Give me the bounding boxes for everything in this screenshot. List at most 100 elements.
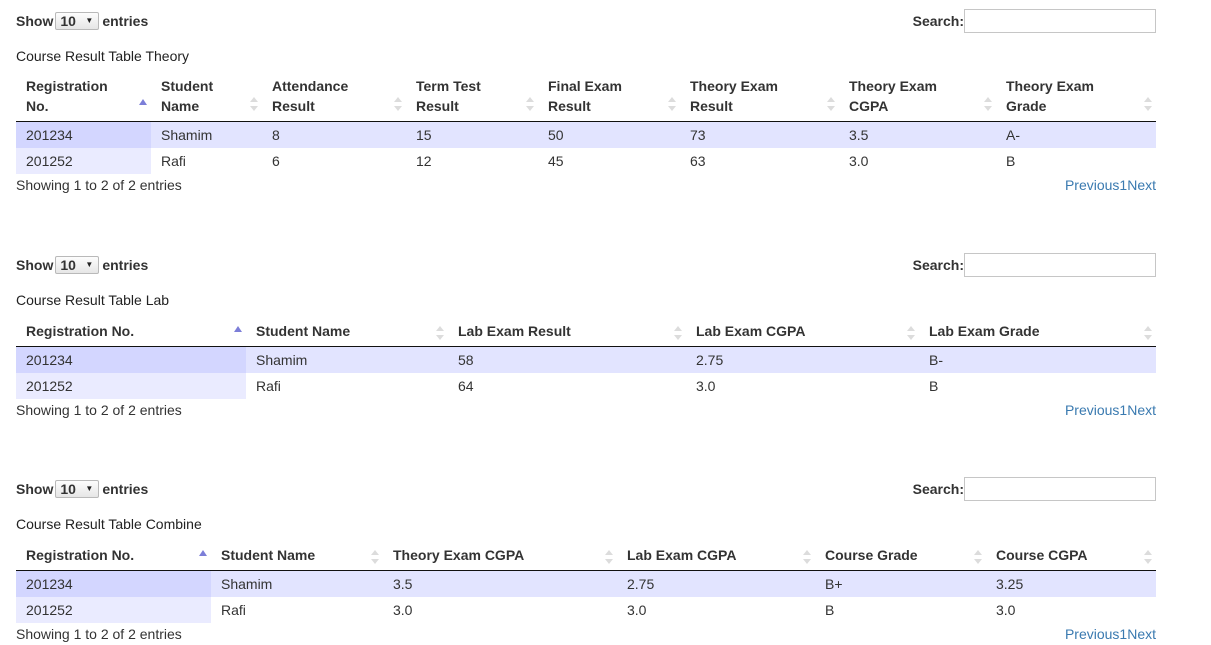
lab-col-student-name[interactable]: Student Name bbox=[246, 317, 448, 347]
combine-search-input[interactable] bbox=[964, 477, 1156, 502]
theory-search-input[interactable] bbox=[964, 9, 1156, 34]
combine-header-row: Registration No. Student Name Theory Exa… bbox=[16, 541, 1156, 571]
theory-col-registration[interactable]: Registration No. bbox=[16, 72, 151, 122]
table-cell: 45 bbox=[538, 148, 680, 174]
header-label: Student Name bbox=[221, 547, 316, 563]
lab-col-lab-result[interactable]: Lab Exam Result bbox=[448, 317, 686, 347]
header-label: Theory Exam CGPA bbox=[393, 547, 525, 563]
header-line: Grade bbox=[1006, 98, 1047, 114]
table-cell: 3.5 bbox=[839, 121, 996, 148]
table-cell: 58 bbox=[448, 346, 686, 373]
theory-col-theory-result[interactable]: Theory Exam Result bbox=[680, 72, 839, 122]
sort-both-icon bbox=[674, 326, 682, 340]
header-line: Theory Exam bbox=[1006, 78, 1094, 94]
theory-col-term-test[interactable]: Term Test Result bbox=[406, 72, 538, 122]
table-cell: 201234 bbox=[16, 121, 151, 148]
previous-link[interactable]: Previous bbox=[1064, 626, 1120, 642]
theory-results-table: Registration No. Student Name Attendance Re… bbox=[16, 72, 1156, 174]
theory-col-attendance[interactable]: Attendance Result bbox=[262, 72, 406, 122]
lab-col-registration[interactable]: Registration No. bbox=[16, 317, 246, 347]
previous-link[interactable]: Previous bbox=[1064, 177, 1120, 193]
header-label: Lab Exam CGPA bbox=[627, 547, 737, 563]
combine-col-course-cgpa[interactable]: Course CGPA bbox=[986, 541, 1156, 571]
page-1-link[interactable]: 1 bbox=[1119, 626, 1128, 642]
table-cell: 3.0 bbox=[686, 373, 919, 399]
table-row: 201252 Rafi 3.0 3.0 B 3.0 bbox=[16, 597, 1156, 623]
lab-col-lab-grade[interactable]: Lab Exam Grade bbox=[919, 317, 1156, 347]
combine-col-student-name[interactable]: Student Name bbox=[211, 541, 383, 571]
table-row: 201234 Shamim 8 15 50 73 3.5 A- bbox=[16, 121, 1156, 148]
theory-table-footer: Showing 1 to 2 of 2 entries Previous1Nex… bbox=[16, 174, 1156, 196]
page-1-link[interactable]: 1 bbox=[1119, 177, 1128, 193]
sort-both-icon bbox=[907, 326, 915, 340]
table-cell: B+ bbox=[815, 570, 986, 597]
sort-asc-icon bbox=[139, 97, 147, 111]
theory-length-control: Show 10 ▼ entries bbox=[16, 10, 148, 32]
header-label: Course CGPA bbox=[996, 547, 1088, 563]
sort-both-icon bbox=[605, 550, 613, 564]
dropdown-arrow-icon: ▼ bbox=[85, 484, 94, 494]
sort-both-icon bbox=[250, 97, 258, 111]
table-cell: 3.0 bbox=[383, 597, 617, 623]
theory-col-student-name[interactable]: Student Name bbox=[151, 72, 262, 122]
page-1-link[interactable]: 1 bbox=[1119, 402, 1128, 418]
header-line: Result bbox=[416, 98, 459, 114]
lab-table-info: Showing 1 to 2 of 2 entries bbox=[16, 402, 182, 418]
sort-both-icon bbox=[827, 97, 835, 111]
header-line: Result bbox=[548, 98, 591, 114]
combine-table-controls: Show 10 ▼ entries Search: bbox=[16, 477, 1156, 504]
combine-col-registration[interactable]: Registration No. bbox=[16, 541, 211, 571]
header-line: Registration bbox=[26, 78, 108, 94]
lab-pagination: Previous1Next bbox=[1065, 399, 1156, 421]
show-label: Show bbox=[16, 13, 54, 29]
theory-col-theory-cgpa[interactable]: Theory Exam CGPA bbox=[839, 72, 996, 122]
next-link[interactable]: Next bbox=[1127, 626, 1156, 642]
theory-col-theory-grade[interactable]: Theory Exam Grade bbox=[996, 72, 1156, 122]
header-line: Student bbox=[161, 78, 214, 94]
lab-search-input[interactable] bbox=[964, 253, 1156, 278]
theory-header-row: Registration No. Student Name Attendance Re… bbox=[16, 72, 1156, 122]
header-line: Term Test bbox=[416, 78, 481, 94]
lab-length-select[interactable]: 10 ▼ bbox=[55, 256, 100, 275]
theory-table-section: Show 10 ▼ entries Search: Course Result Tab… bbox=[16, 9, 1156, 196]
theory-length-select[interactable]: 10 ▼ bbox=[55, 12, 100, 31]
entries-label: entries bbox=[102, 13, 149, 29]
sort-both-icon bbox=[803, 550, 811, 564]
table-cell: B bbox=[815, 597, 986, 623]
table-cell: 2.75 bbox=[617, 570, 815, 597]
sort-both-icon bbox=[371, 550, 379, 564]
combine-table-footer: Showing 1 to 2 of 2 entries Previous1Nex… bbox=[16, 623, 1156, 645]
combine-col-lab-cgpa[interactable]: Lab Exam CGPA bbox=[617, 541, 815, 571]
table-cell: Rafi bbox=[246, 373, 448, 399]
header-line: Attendance bbox=[272, 78, 349, 94]
table-cell: 63 bbox=[680, 148, 839, 174]
theory-col-final-exam[interactable]: Final Exam Result bbox=[538, 72, 680, 122]
header-line: No. bbox=[26, 98, 49, 114]
table-cell: 201234 bbox=[16, 570, 211, 597]
table-row: 201234 Shamim 3.5 2.75 B+ 3.25 bbox=[16, 570, 1156, 597]
combine-col-theory-cgpa[interactable]: Theory Exam CGPA bbox=[383, 541, 617, 571]
lab-table-footer: Showing 1 to 2 of 2 entries Previous1Nex… bbox=[16, 399, 1156, 421]
table-cell: 50 bbox=[538, 121, 680, 148]
lab-col-lab-cgpa[interactable]: Lab Exam CGPA bbox=[686, 317, 919, 347]
combine-col-course-grade[interactable]: Course Grade bbox=[815, 541, 986, 571]
previous-link[interactable]: Previous bbox=[1064, 402, 1120, 418]
table-cell: 73 bbox=[680, 121, 839, 148]
table-cell: Rafi bbox=[211, 597, 383, 623]
dropdown-arrow-icon: ▼ bbox=[85, 16, 94, 26]
next-link[interactable]: Next bbox=[1127, 402, 1156, 418]
combine-table-section: Show 10 ▼ entries Search: Course Result Tab… bbox=[16, 477, 1156, 645]
header-label: Lab Exam Grade bbox=[929, 323, 1040, 339]
header-label: Student Name bbox=[256, 323, 351, 339]
table-row: 201252 Rafi 6 12 45 63 3.0 B bbox=[16, 148, 1156, 174]
combine-table-info: Showing 1 to 2 of 2 entries bbox=[16, 626, 182, 642]
sort-both-icon bbox=[974, 550, 982, 564]
combine-length-select[interactable]: 10 ▼ bbox=[55, 480, 100, 499]
table-cell: Shamim bbox=[151, 121, 262, 148]
header-label: Lab Exam Result bbox=[458, 323, 571, 339]
theory-pagination: Previous1Next bbox=[1065, 174, 1156, 196]
table-cell: B bbox=[919, 373, 1156, 399]
table-cell: 3.0 bbox=[986, 597, 1156, 623]
table-cell: 12 bbox=[406, 148, 538, 174]
next-link[interactable]: Next bbox=[1127, 177, 1156, 193]
